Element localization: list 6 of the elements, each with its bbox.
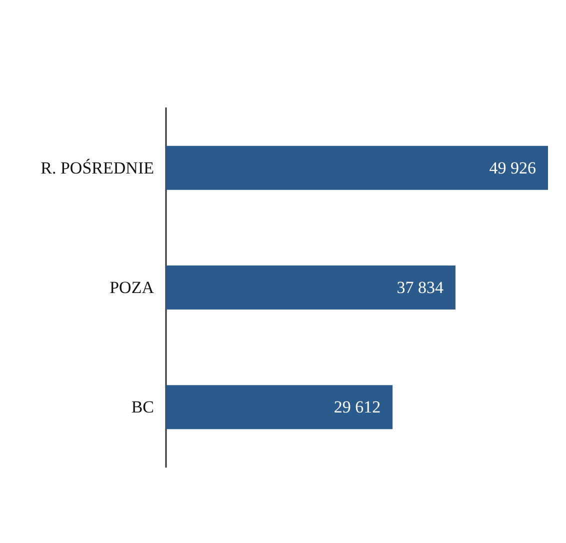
data-label: 49 926 [489,158,536,178]
y-tick-label: POZA [110,278,155,297]
data-label: 29 612 [334,398,381,417]
y-tick-label: BC [131,398,154,417]
y-tick-label: R. POŚREDNIE [40,158,154,178]
data-label: 37 834 [396,278,444,297]
